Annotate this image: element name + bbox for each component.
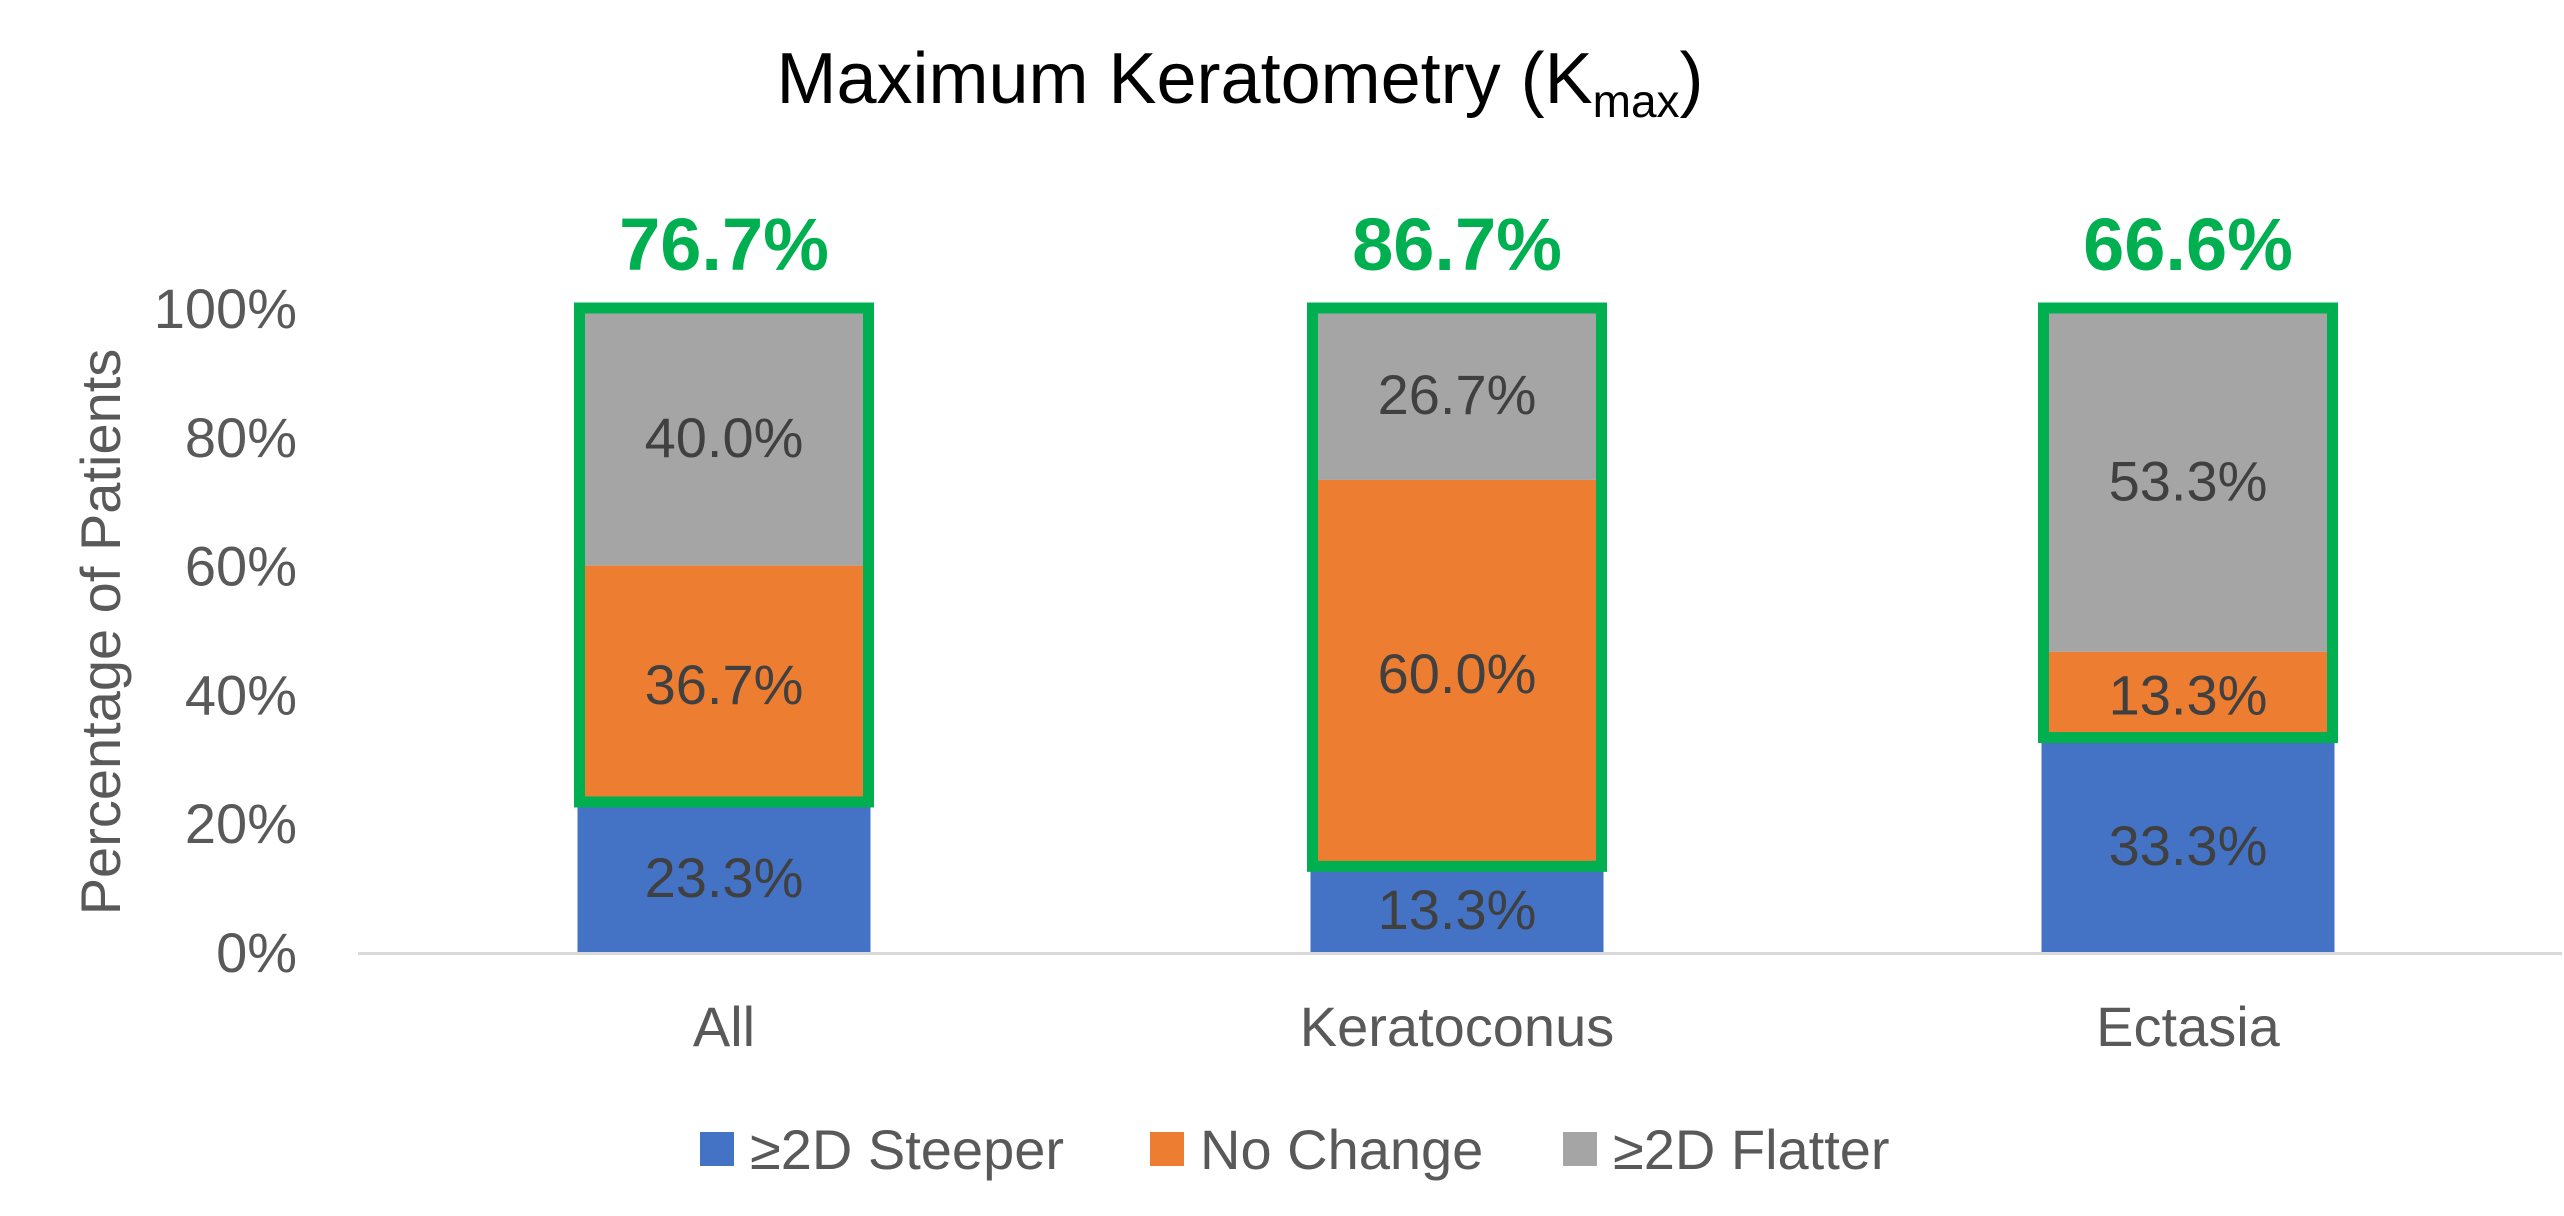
bar-2d-steeper-all: [577, 801, 871, 952]
highlight-box-all: [574, 302, 874, 808]
legend-swatch-2d-steeper: [700, 1132, 734, 1166]
y-tick-label: 0%: [216, 921, 297, 984]
y-axis-label: Percentage of Patients: [69, 349, 132, 916]
chart-title-close: ): [1680, 39, 1704, 119]
legend-swatch-no-change: [1150, 1132, 1184, 1166]
category-labels: All Keratoconus Ectasia: [693, 995, 2281, 1058]
data-label: 26.7%: [1378, 363, 1537, 426]
chart-title-main: Maximum Keratometry (K: [776, 39, 1592, 119]
chart-title: Maximum Keratometry (Kmax): [776, 39, 1703, 127]
data-label: 33.3%: [2109, 814, 2268, 877]
highlight-label: 86.7%: [1352, 203, 1562, 286]
y-tick-label: 20%: [185, 792, 297, 855]
x-tick-label: Ectasia: [2096, 995, 2280, 1058]
data-label: 13.3%: [1378, 878, 1537, 941]
data-label: 23.3%: [645, 846, 804, 909]
legend-label: No Change: [1200, 1118, 1483, 1181]
y-tick-label: 60%: [185, 535, 297, 598]
y-tick-label: 100%: [154, 277, 297, 340]
data-label: 60.0%: [1378, 642, 1537, 705]
bar-2d-steeper-ectasia: [2041, 737, 2335, 952]
y-tick-label: 40%: [185, 663, 297, 726]
legend-swatch-2d-flatter: [1563, 1132, 1597, 1166]
x-tick-label: Keratoconus: [1300, 995, 1614, 1058]
data-label: 36.7%: [645, 653, 804, 716]
highlight-box-keratoconus: [1307, 302, 1607, 872]
data-label: 40.0%: [645, 406, 804, 469]
bars: 23.3% 36.7% 40.0% 13.3% 60.0% 26.7% 33.3% 13.3%…: [577, 308, 2335, 952]
bar-no-change-keratoconus: [1310, 479, 1604, 867]
bar-2d-steeper-keratoconus: [1310, 866, 1604, 952]
highlight-box-ectasia: [2038, 302, 2338, 744]
bar-no-change-ectasia: [2041, 651, 2335, 738]
highlight-label: 76.7%: [619, 203, 829, 286]
legend: ≥2D Steeper No Change ≥2D Flatter: [700, 1118, 1890, 1181]
x-tick-label: All: [693, 995, 755, 1058]
data-label: 53.3%: [2109, 449, 2268, 512]
legend-label: ≥2D Steeper: [750, 1118, 1064, 1181]
bar-2d-flatter-keratoconus: [1310, 308, 1604, 480]
y-axis-ticks: 0% 20% 40% 60% 80% 100%: [154, 277, 297, 984]
chart-title-subscript: max: [1593, 75, 1680, 127]
bar-2d-flatter-ectasia: [2041, 308, 2335, 652]
bar-no-change-all: [577, 565, 871, 802]
highlight-label: 66.6%: [2083, 203, 2293, 286]
highlight-boxes: 76.7% 86.7% 66.6%: [574, 203, 2338, 872]
legend-label: ≥2D Flatter: [1613, 1118, 1890, 1181]
bar-2d-flatter-all: [577, 308, 871, 566]
data-label: 13.3%: [2109, 664, 2268, 727]
y-tick-label: 80%: [185, 406, 297, 469]
